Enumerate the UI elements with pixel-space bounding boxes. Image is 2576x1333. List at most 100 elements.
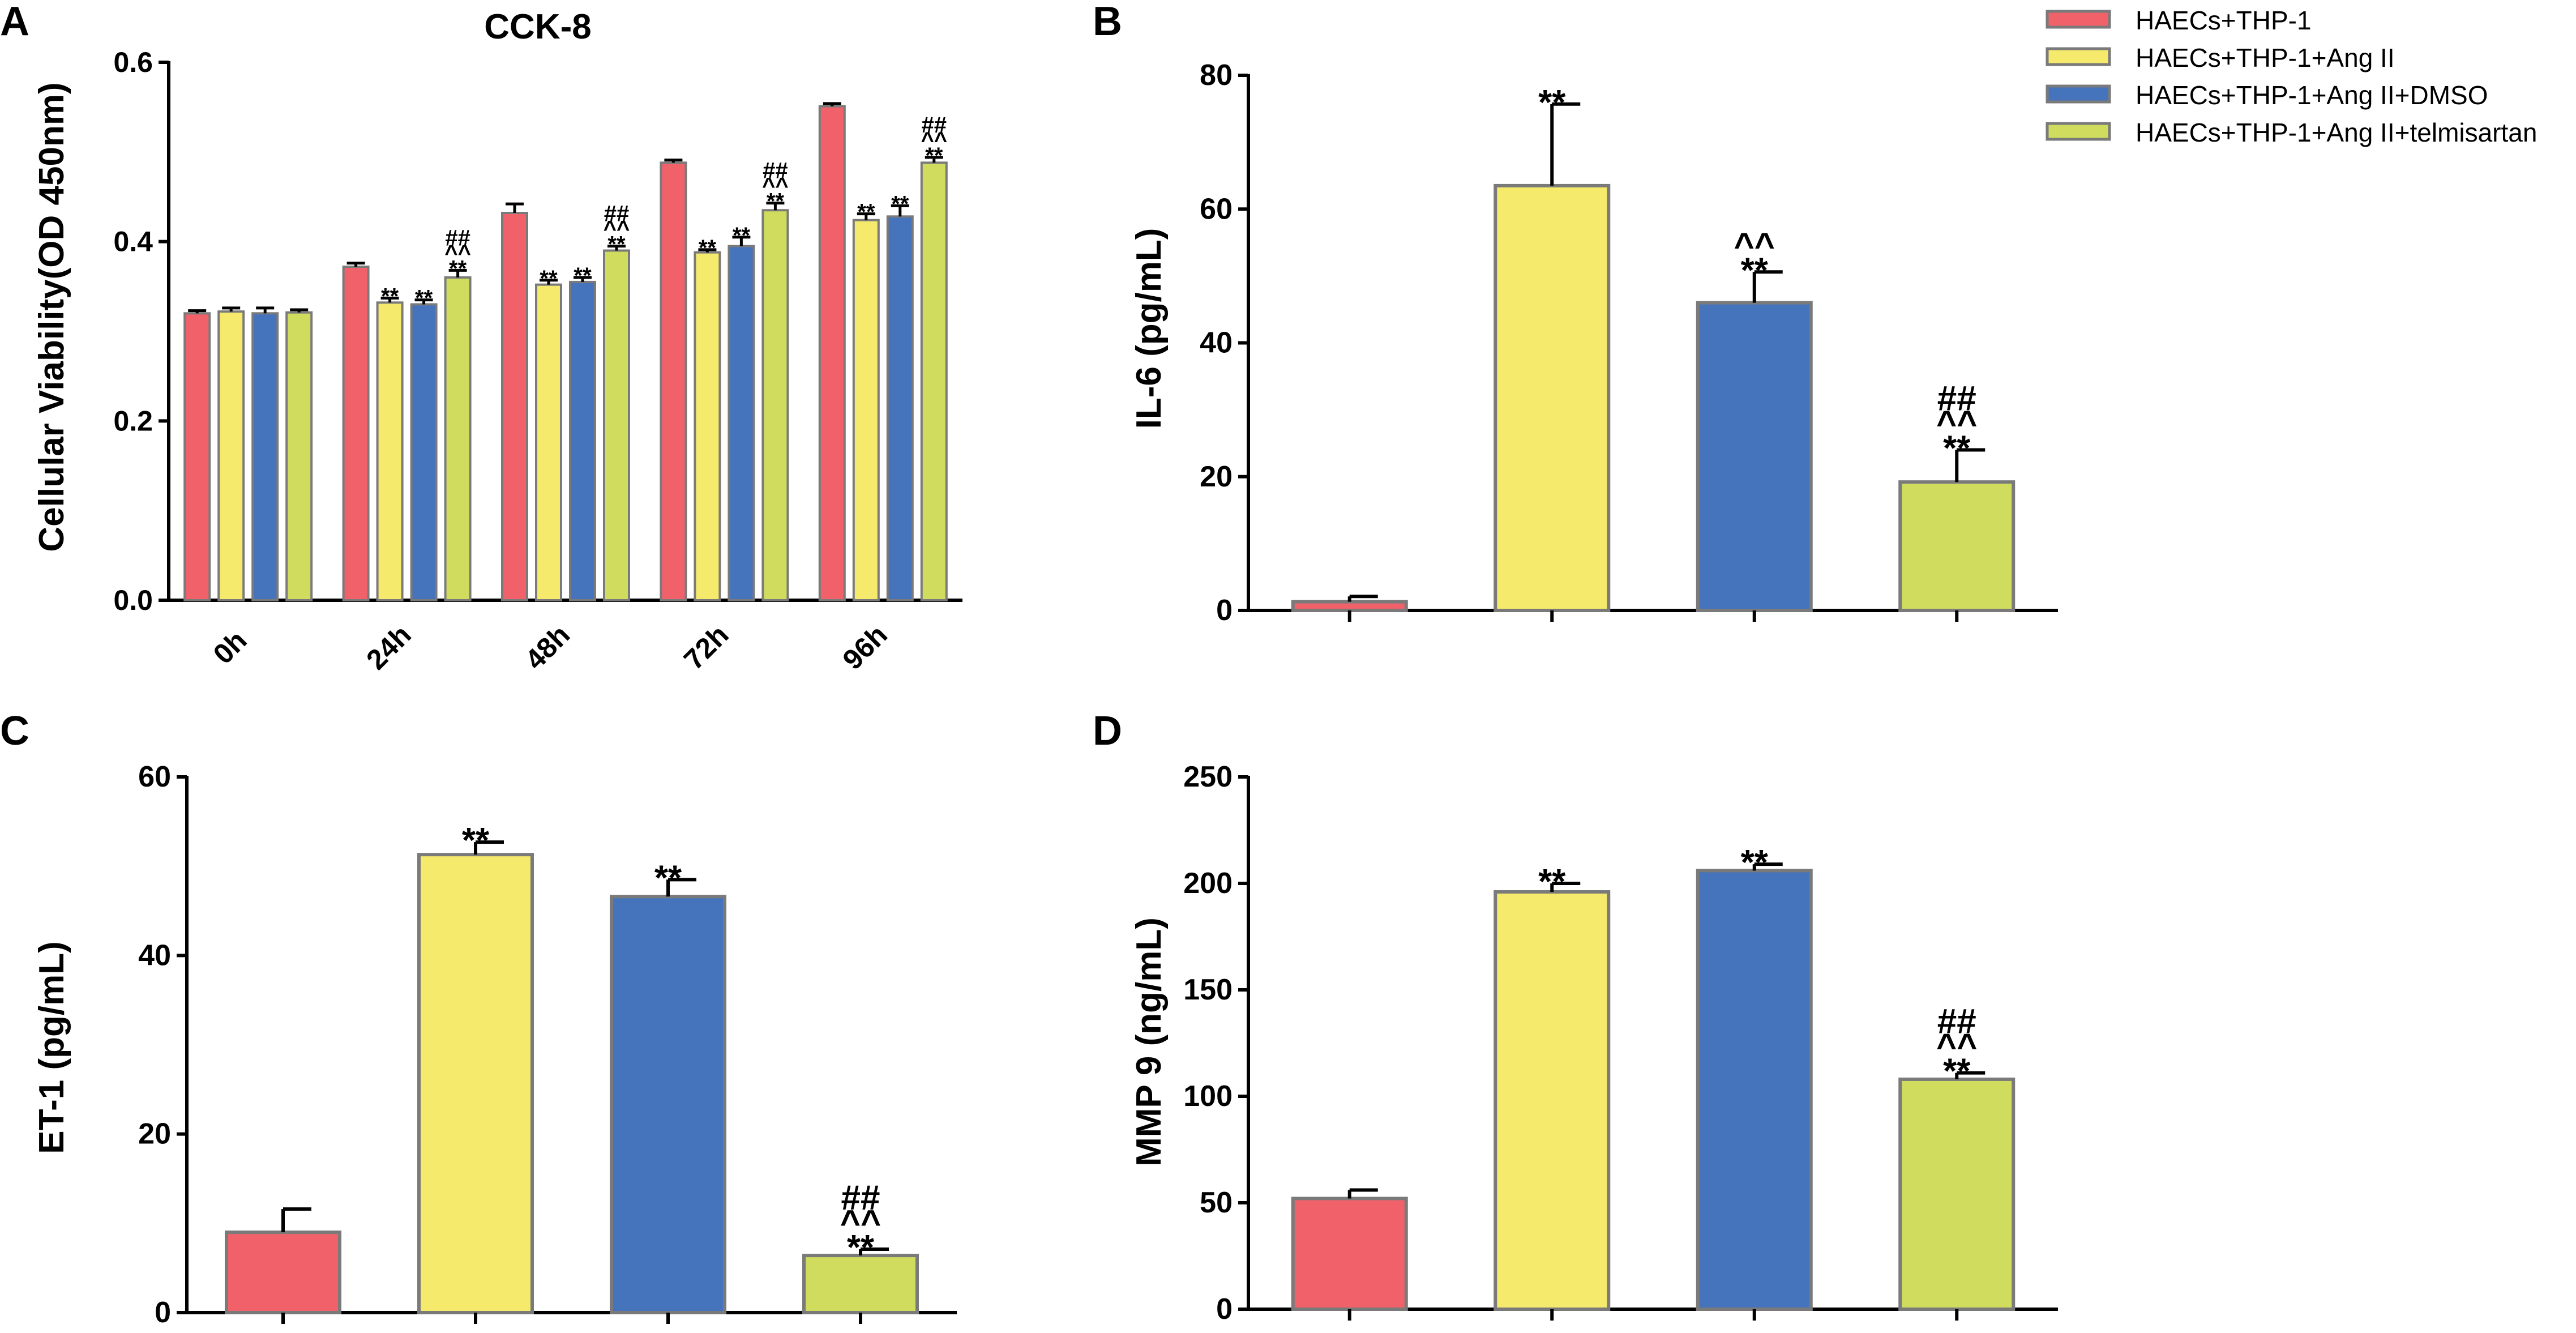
panel-letter-a: A (0, 0, 29, 44)
legend-label: HAECs+THP-1+Ang II+telmisartan (2136, 118, 2537, 147)
y-tick-label: 60 (1200, 193, 1233, 225)
y-tick-label: 150 (1183, 973, 1233, 1006)
significance-label: ## (1937, 379, 1976, 418)
y-tick-label: 250 (1183, 761, 1233, 793)
y-tick-label: 200 (1183, 867, 1233, 900)
significance-label: ** (381, 284, 399, 309)
significance-label: ** (540, 266, 558, 291)
bar (1494, 183, 1611, 612)
y-tick-label: 0 (1216, 594, 1233, 627)
chart-d-ylabel: MMP 9 (ng/mL) (1129, 917, 1169, 1167)
x-tick-label: 0h (207, 625, 253, 670)
panel-letter-b: B (1093, 0, 1122, 44)
significance-label: ** (1538, 862, 1566, 902)
bar (610, 895, 726, 1314)
bar (376, 301, 404, 601)
y-tick-label: 20 (1200, 460, 1233, 493)
bar (410, 303, 438, 601)
y-tick-label: 0.4 (113, 226, 153, 258)
legend-entry: HAECs+THP-1+Ang II (2046, 43, 2395, 72)
significance-label: ## (445, 225, 470, 250)
legend-swatch (2046, 10, 2111, 29)
x-tick-label: 96h (837, 619, 894, 676)
panel-letter-d: D (1093, 708, 1122, 754)
bar (569, 280, 596, 601)
significance-label: ^^ (840, 1203, 881, 1242)
significance-label: ** (925, 143, 943, 168)
bar (1696, 301, 1813, 612)
chart-a-ylabel: Cellular Viability(OD 450nm) (32, 82, 71, 552)
y-tick-label: 40 (138, 939, 171, 972)
significance-label: ## (604, 202, 630, 227)
bar (728, 245, 755, 602)
y-tick-label: 0 (155, 1296, 171, 1329)
significance-label: ^^ (921, 128, 947, 153)
bar (444, 276, 472, 601)
significance-label: ** (857, 200, 875, 225)
y-tick-label: 0 (1216, 1293, 1233, 1326)
bar (603, 249, 630, 601)
y-tick-label: 0.6 (113, 46, 153, 78)
bar (1291, 1197, 1408, 1311)
bar (1898, 1077, 2016, 1311)
bar (535, 283, 562, 601)
significance-label: ** (767, 189, 785, 214)
legend-label: HAECs+THP-1+Ang II+DMSO (2136, 80, 2488, 110)
chart-a: 0.00.20.40.60h** ****^^##24h** ****^^##48h… (113, 46, 962, 676)
significance-label: ^^ (1936, 404, 1977, 443)
significance-label: ## (841, 1178, 880, 1217)
bar (225, 1231, 341, 1315)
significance-label: ** (462, 821, 490, 860)
bar (761, 209, 789, 601)
significance-label: ** (574, 263, 592, 288)
y-tick-label: 60 (138, 761, 171, 793)
significance-label: ** (415, 286, 433, 311)
x-tick-label: 72h (678, 619, 735, 676)
significance-label: ^^ (444, 241, 471, 266)
bar (183, 312, 211, 601)
bar (1898, 480, 2016, 613)
bar (886, 215, 914, 602)
bar (920, 161, 948, 602)
significance-label: ^^ (762, 174, 789, 199)
y-tick-label: 0.0 (113, 584, 153, 616)
bar (660, 161, 687, 602)
bar (818, 105, 846, 602)
legend: HAECs+THP-1 HAECs+THP-1+Ang II HAECs+THP… (2046, 6, 2537, 147)
significance-label: ** (891, 191, 909, 216)
bar (694, 251, 721, 601)
bar (342, 266, 370, 601)
legend-label: HAECs+THP-1+Ang II (2136, 43, 2395, 72)
bar (1494, 890, 1611, 1311)
y-tick-label: 40 (1200, 327, 1233, 360)
panel-letter-c: C (0, 708, 29, 754)
bar (1291, 600, 1408, 613)
legend-label: HAECs+THP-1 (2136, 6, 2312, 35)
legend-entry: HAECs+THP-1 (2046, 6, 2312, 35)
bar (251, 312, 279, 601)
significance-label: ** (654, 858, 682, 898)
x-tick-label: 48h (519, 619, 576, 676)
legend-entry: HAECs+THP-1+Ang II+DMSO (2046, 80, 2488, 110)
y-tick-label: 80 (1200, 59, 1233, 92)
chart-b-ylabel: IL-6 (pg/mL) (1129, 228, 1169, 429)
significance-label: ** (1943, 429, 1971, 468)
legend-swatch (2046, 84, 2111, 104)
y-tick-label: 100 (1183, 1080, 1233, 1113)
significance-label: ^^ (1734, 226, 1775, 265)
bar (417, 853, 534, 1315)
significance-label: ** (1741, 251, 1769, 290)
legend-entry: HAECs+THP-1+Ang II+telmisartan (2046, 118, 2537, 147)
significance-label: ## (922, 113, 947, 138)
y-tick-label: 50 (1200, 1186, 1233, 1219)
significance-label: ** (1741, 843, 1769, 882)
significance-label: ** (733, 223, 751, 248)
significance-label: ^^ (1936, 1027, 1977, 1066)
significance-label: ** (847, 1228, 875, 1267)
bar (1696, 869, 1813, 1311)
significance-label: ^^ (604, 217, 630, 242)
